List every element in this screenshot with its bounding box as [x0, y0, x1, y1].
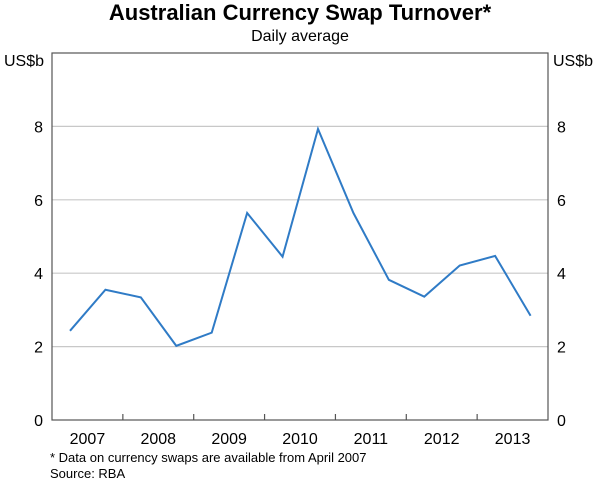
x-tick-label: 2007	[70, 431, 106, 448]
y-tick-label-right: 2	[557, 340, 566, 357]
y-tick-label-left: 4	[34, 266, 43, 283]
x-tick-label: 2008	[140, 431, 176, 448]
y-tick-label-left: 0	[34, 413, 43, 430]
x-tick-label: 2009	[211, 431, 247, 448]
source-note: Source: RBA	[50, 466, 126, 481]
x-tick-label: 2011	[354, 431, 389, 448]
x-tick-label: 2012	[424, 431, 460, 448]
chart-title: Australian Currency Swap Turnover*	[108, 0, 492, 25]
y-axis-unit-left: US$b	[4, 53, 45, 70]
x-tick-label: 2010	[282, 431, 318, 448]
y-tick-label-right: 6	[557, 193, 566, 210]
x-tick-label: 2013	[495, 431, 531, 448]
footnote: * Data on currency swaps are available f…	[50, 450, 367, 465]
y-tick-label-right: 0	[557, 413, 566, 430]
y-tick-label-left: 6	[34, 193, 43, 210]
y-tick-label-left: 8	[34, 119, 43, 136]
plot-border	[51, 52, 549, 421]
y-axis-unit-right: US$b	[553, 53, 594, 70]
y-tick-label-left: 2	[34, 340, 43, 357]
y-tick-label-right: 8	[557, 119, 566, 136]
chart-subtitle: Daily average	[251, 28, 349, 45]
y-tick-label-right: 4	[557, 266, 566, 283]
series-line	[69, 125, 532, 348]
